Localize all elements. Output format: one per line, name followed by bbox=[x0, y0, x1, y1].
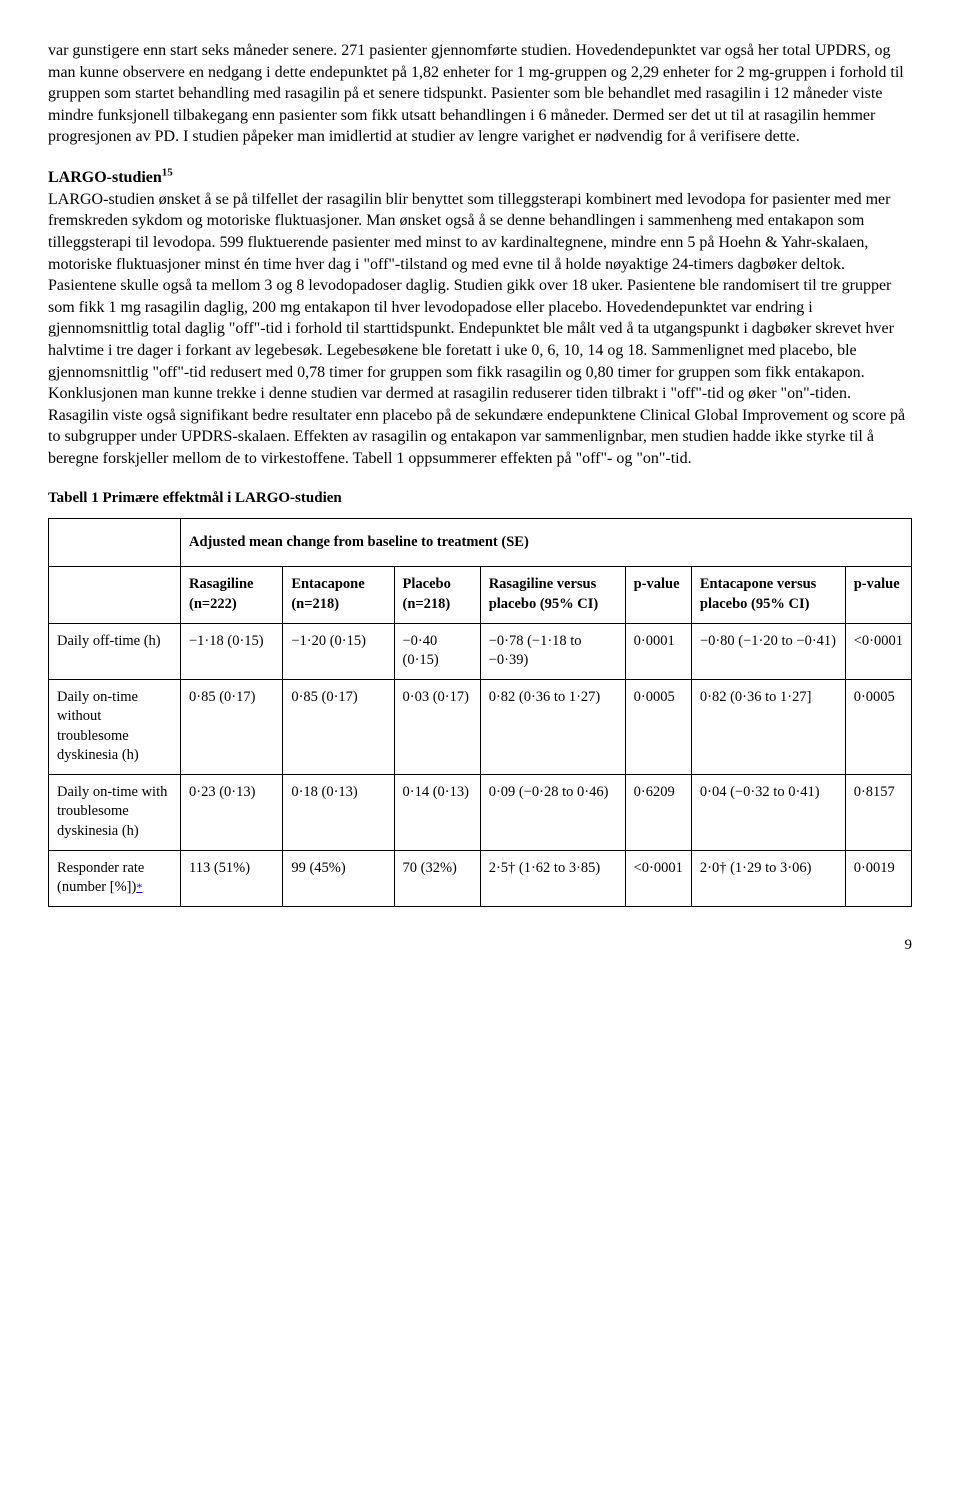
cell: 0·03 (0·17) bbox=[394, 679, 480, 774]
cell: 70 (32%) bbox=[394, 850, 480, 906]
cell: 0·85 (0·17) bbox=[181, 679, 283, 774]
cell: −1·18 (0·15) bbox=[181, 623, 283, 679]
table-row: Responder rate (number [%])* 113 (51%) 9… bbox=[49, 850, 912, 906]
table-header-placebo: Placebo (n=218) bbox=[394, 567, 480, 623]
paragraph-1: var gunstigere enn start seks måneder se… bbox=[48, 40, 912, 148]
page-number: 9 bbox=[48, 935, 912, 955]
table-header-ent-vs-placebo: Entacapone versus placebo (95% CI) bbox=[691, 567, 845, 623]
cell: 0·0005 bbox=[845, 679, 911, 774]
footnote-link[interactable]: * bbox=[136, 880, 142, 894]
section-heading-ref: 15 bbox=[162, 167, 173, 179]
paragraph-2: LARGO-studien ønsket å se på tilfellet d… bbox=[48, 191, 905, 467]
table-header-entacapone: Entacapone (n=218) bbox=[283, 567, 394, 623]
cell: −0·78 (−1·18 to −0·39) bbox=[480, 623, 625, 679]
cell: 0·82 (0·36 to 1·27] bbox=[691, 679, 845, 774]
section-heading-text: LARGO-studien bbox=[48, 169, 162, 186]
cell: <0·0001 bbox=[845, 623, 911, 679]
cell: 0·8157 bbox=[845, 774, 911, 850]
table-header-row: Rasagiline (n=222) Entacapone (n=218) Pl… bbox=[49, 567, 912, 623]
row-label-text: Responder rate (number [%]) bbox=[57, 860, 144, 896]
cell: 0·82 (0·36 to 1·27) bbox=[480, 679, 625, 774]
cell: 0·0019 bbox=[845, 850, 911, 906]
cell: 0·14 (0·13) bbox=[394, 774, 480, 850]
table-spanner: Adjusted mean change from baseline to tr… bbox=[181, 518, 912, 567]
table-spanner-blank bbox=[49, 518, 181, 567]
largo-table: Adjusted mean change from baseline to tr… bbox=[48, 518, 912, 907]
cell: 0·0001 bbox=[625, 623, 691, 679]
section-heading: LARGO-studien15 bbox=[48, 169, 173, 186]
cell: 0·04 (−0·32 to 0·41) bbox=[691, 774, 845, 850]
cell: −0·80 (−1·20 to −0·41) bbox=[691, 623, 845, 679]
table-caption: Tabell 1 Primære effektmål i LARGO-studi… bbox=[48, 488, 912, 508]
cell: 0·85 (0·17) bbox=[283, 679, 394, 774]
table-header-blank bbox=[49, 567, 181, 623]
cell: 0·09 (−0·28 to 0·46) bbox=[480, 774, 625, 850]
row-label: Daily on-time with troublesome dyskinesi… bbox=[49, 774, 181, 850]
cell: −1·20 (0·15) bbox=[283, 623, 394, 679]
cell: 113 (51%) bbox=[181, 850, 283, 906]
cell: 99 (45%) bbox=[283, 850, 394, 906]
table-header-rasagiline: Rasagiline (n=222) bbox=[181, 567, 283, 623]
row-label: Daily off-time (h) bbox=[49, 623, 181, 679]
table-header-pvalue-2: p-value bbox=[845, 567, 911, 623]
row-label: Daily on-time without troublesome dyskin… bbox=[49, 679, 181, 774]
cell: 2·5† (1·62 to 3·85) bbox=[480, 850, 625, 906]
cell: 0·0005 bbox=[625, 679, 691, 774]
section-heading-block: LARGO-studien15 LARGO-studien ønsket å s… bbox=[48, 166, 912, 470]
table-row: Daily on-time with troublesome dyskinesi… bbox=[49, 774, 912, 850]
table-header-ras-vs-placebo: Rasagiline versus placebo (95% CI) bbox=[480, 567, 625, 623]
table-row: Daily off-time (h) −1·18 (0·15) −1·20 (0… bbox=[49, 623, 912, 679]
cell: 0·23 (0·13) bbox=[181, 774, 283, 850]
table-spanner-row: Adjusted mean change from baseline to tr… bbox=[49, 518, 912, 567]
table-row: Daily on-time without troublesome dyskin… bbox=[49, 679, 912, 774]
cell: 0·6209 bbox=[625, 774, 691, 850]
cell: <0·0001 bbox=[625, 850, 691, 906]
cell: 0·18 (0·13) bbox=[283, 774, 394, 850]
cell: −0·40 (0·15) bbox=[394, 623, 480, 679]
row-label: Responder rate (number [%])* bbox=[49, 850, 181, 906]
table-header-pvalue-1: p-value bbox=[625, 567, 691, 623]
cell: 2·0† (1·29 to 3·06) bbox=[691, 850, 845, 906]
